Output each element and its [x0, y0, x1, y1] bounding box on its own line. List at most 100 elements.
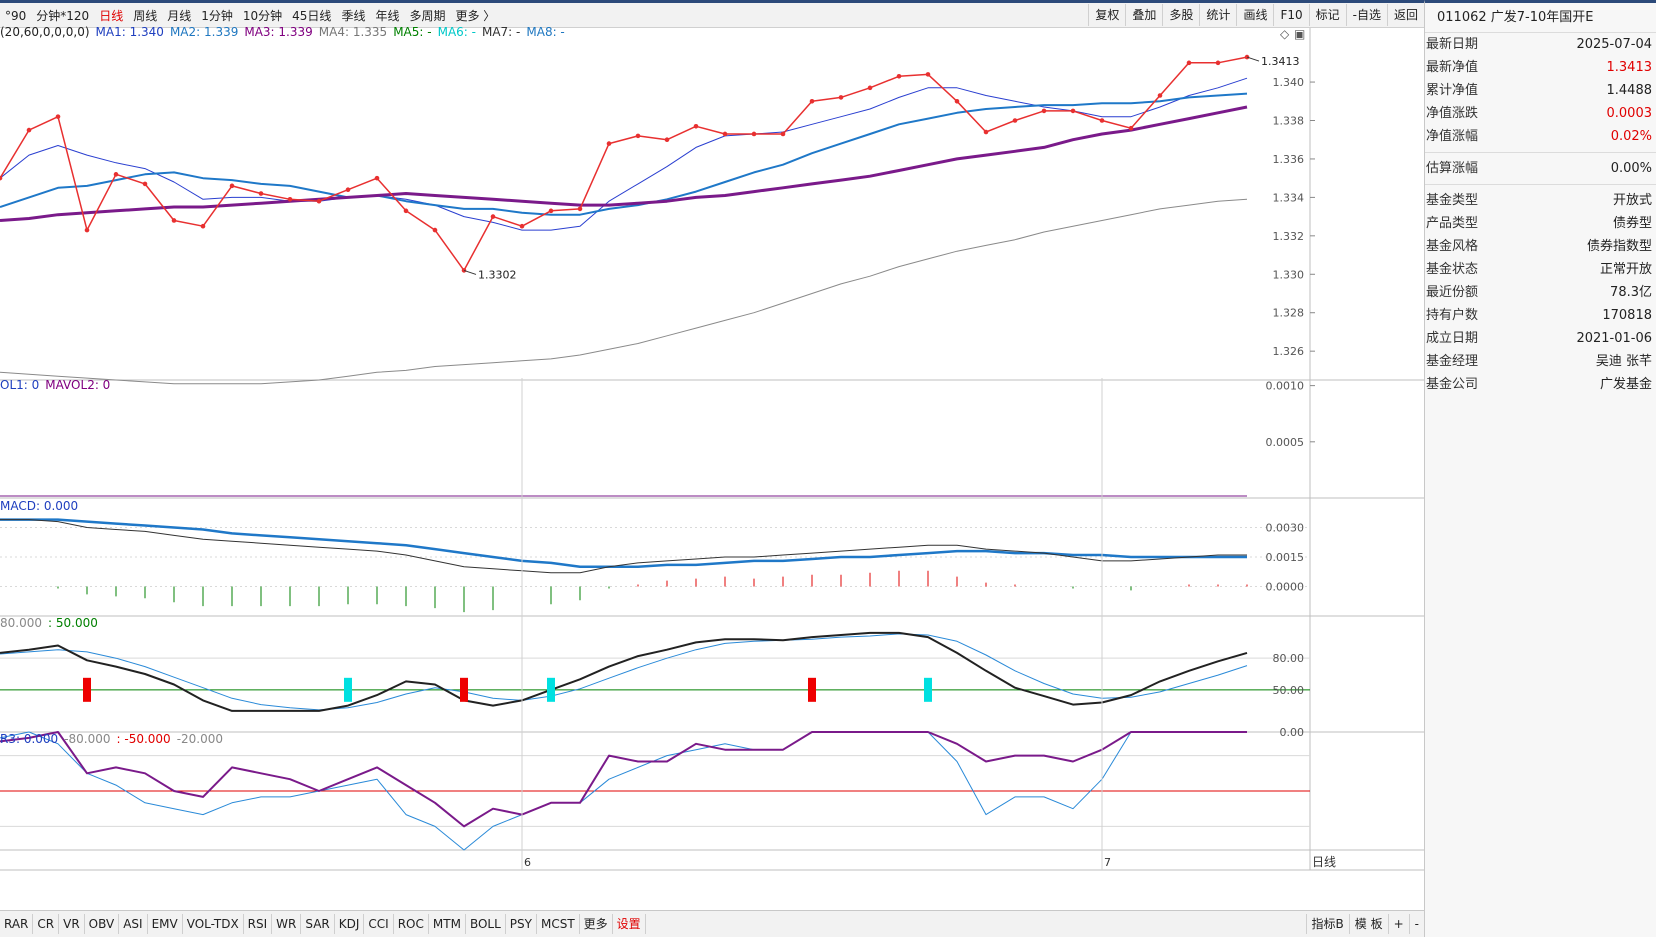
- indicator-tab[interactable]: RSI: [244, 914, 273, 934]
- nav-point: [519, 223, 525, 229]
- fund-title: 011062 广发7-10年国开E: [1425, 3, 1656, 33]
- legend-item: MAVOL2: 0: [45, 378, 111, 392]
- nav-point: [374, 175, 380, 181]
- indicator-bar-button[interactable]: 模 板: [1348, 914, 1388, 934]
- nav-point: [142, 181, 148, 187]
- period-tab[interactable]: 更多 〉: [455, 9, 496, 23]
- indicator-tab[interactable]: KDJ: [335, 914, 365, 934]
- indicator-tab[interactable]: ASI: [119, 914, 148, 934]
- fund-estimate-section: 估算涨幅 0.00%: [1425, 157, 1656, 180]
- indicator-tab[interactable]: BOLL: [466, 914, 506, 934]
- nav-line: [0, 56, 1248, 272]
- indicator-tab[interactable]: EMV: [148, 914, 183, 934]
- kdj-tick-label: 50.00: [1273, 684, 1305, 697]
- period-tab[interactable]: 日线: [99, 9, 124, 23]
- tool-button[interactable]: F10: [1273, 4, 1308, 26]
- indicator-tab[interactable]: WR: [272, 914, 302, 934]
- indicator-tab[interactable]: VR: [59, 914, 85, 934]
- indicator-bar-button[interactable]: -: [1408, 914, 1424, 934]
- tool-button[interactable]: 返回: [1386, 4, 1424, 26]
- period-tab[interactable]: 年线: [375, 9, 400, 23]
- nav-point: [316, 198, 322, 204]
- indicator-tab[interactable]: ROC: [394, 914, 429, 934]
- macd-dif-line: [0, 519, 1247, 574]
- indicator-tab[interactable]: CR: [33, 914, 60, 934]
- ma3-line: [0, 105, 1248, 222]
- legend-item: MA2: 1.339: [169, 25, 239, 39]
- chart-area[interactable]: 1.340 1.338 1.336 1.334 1.332 1.330 1.328 1.326…: [0, 25, 1424, 910]
- period-tab[interactable]: 10分钟: [242, 9, 283, 23]
- nav-point: [200, 223, 206, 229]
- legend-item: MA1: 1.340: [95, 25, 164, 39]
- divider: [1425, 184, 1656, 185]
- period-tab[interactable]: 分钟*120: [36, 9, 90, 23]
- indicator-tab[interactable]: 更多: [580, 914, 613, 934]
- macd-tick-label: 0.0015: [1266, 551, 1305, 564]
- legend-item: -80.000: [64, 732, 111, 746]
- price-tick-label: 1.338: [1273, 115, 1305, 128]
- indicator-bar-right: 指标B 模 板 + -: [1305, 914, 1424, 934]
- tool-button[interactable]: 画线: [1236, 4, 1273, 26]
- info-value: 0.0003: [1606, 106, 1653, 121]
- macd-tick-label: 0.0030: [1266, 522, 1305, 535]
- legend-item: MA8: -: [526, 25, 565, 39]
- nav-point: [954, 98, 960, 104]
- period-tab[interactable]: 45日线: [292, 9, 332, 23]
- nav-point: [693, 123, 699, 129]
- tool-button[interactable]: 标记: [1308, 4, 1346, 26]
- info-row: 最新净值 1.3413: [1425, 56, 1656, 79]
- info-value: 0.00%: [1610, 161, 1652, 176]
- info-row: 净值涨跌 0.0003: [1425, 102, 1656, 125]
- period-tab[interactable]: 1分钟: [201, 9, 233, 23]
- indicator-tab[interactable]: RAR: [0, 914, 34, 934]
- info-value: 2021-01-06: [1576, 331, 1652, 346]
- info-label: 基金公司: [1426, 377, 1479, 392]
- indicator-bar-button[interactable]: +: [1387, 914, 1409, 934]
- indicator-tab[interactable]: CCI: [364, 914, 394, 934]
- divider: [1425, 152, 1656, 153]
- period-tab[interactable]: 季线: [341, 9, 366, 23]
- period-tab[interactable]: °90: [5, 9, 27, 23]
- annotation-label: 1.3302: [478, 268, 517, 281]
- indicator-tab[interactable]: 设置: [613, 914, 646, 934]
- nav-point: [432, 227, 438, 233]
- period-tab[interactable]: 多周期: [409, 9, 446, 23]
- chart-tools: 复权 叠加 多股 统计 画线 F10 标记 -自选 返回: [1088, 4, 1424, 26]
- indicator-tabs: RAR CR VR OBV ASI EMV VOL-TDX RSI WR SAR KDJ CCI ROC…: [0, 914, 646, 934]
- period-tab[interactable]: 周线: [133, 9, 158, 23]
- indicator-tab[interactable]: OBV: [85, 914, 120, 934]
- period-tabs: °90 分钟*120 日线 周线 月线 1分钟 10分钟 45日线 季线 年线 多周期 更多 〉: [0, 6, 500, 26]
- indicator-tab[interactable]: VOL-TDX: [183, 914, 244, 934]
- legend-item: R3: 0.000: [0, 732, 59, 746]
- nav-point: [780, 131, 786, 137]
- fund-profile-section: 基金类型 开放式 产品类型 债券型 基金风格 债券指数型 基金状态 正常开放 最近份额 78.3亿…: [1425, 189, 1656, 396]
- legend-item: MA5: -: [393, 25, 432, 39]
- info-row: 基金类型 开放式: [1425, 189, 1656, 212]
- kdj-tick-label: 80.00: [1273, 652, 1305, 665]
- nav-point: [925, 72, 931, 77]
- info-label: 估算涨幅: [1426, 161, 1479, 176]
- x-tick-label: 7: [1104, 856, 1111, 869]
- indicator-tab[interactable]: PSY: [506, 914, 537, 934]
- info-label: 累计净值: [1426, 83, 1479, 98]
- period-label: 日线: [1312, 855, 1336, 869]
- indicator-tab[interactable]: MTM: [429, 914, 466, 934]
- period-tab[interactable]: 月线: [167, 9, 192, 23]
- tool-button[interactable]: -自选: [1345, 4, 1387, 26]
- legend-item: : 50.000: [48, 616, 98, 630]
- info-row: 产品类型 债券型: [1425, 212, 1656, 235]
- nav-point: [722, 131, 728, 137]
- tool-button[interactable]: 叠加: [1125, 4, 1162, 26]
- tool-button[interactable]: 统计: [1199, 4, 1236, 26]
- indicator-bar-button[interactable]: 指标B: [1305, 914, 1349, 934]
- indicator-tab[interactable]: MCST: [537, 914, 580, 934]
- volume-legend: OL1: 0 MAVOL2: 0: [0, 378, 116, 392]
- tool-button[interactable]: 多股: [1162, 4, 1199, 26]
- tool-button[interactable]: 复权: [1088, 4, 1125, 26]
- kdj-signal-marker: [344, 677, 352, 702]
- info-value: 吴迪 张芊: [1595, 354, 1652, 369]
- indicator-tab[interactable]: SAR: [301, 914, 335, 934]
- chart-svg[interactable]: 1.340 1.338 1.336 1.334 1.332 1.330 1.328 1.326…: [0, 28, 1424, 910]
- wr2-line: [0, 731, 1247, 851]
- kdj-legend: 80.000: 50.000: [0, 616, 104, 630]
